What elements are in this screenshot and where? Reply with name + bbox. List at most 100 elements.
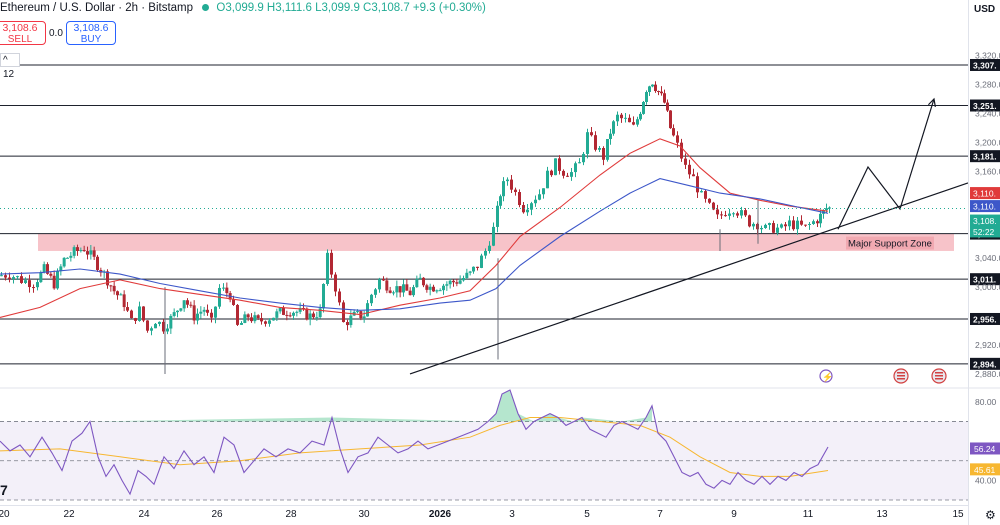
- candle-body: [246, 314, 250, 318]
- candle-body: [654, 84, 657, 92]
- candle-body: [484, 250, 487, 256]
- candle-body: [20, 276, 23, 283]
- candle-body: [700, 191, 703, 193]
- symbol-title[interactable]: Ethereum / U.S. Dollar · 2h · Bitstamp: [0, 2, 194, 14]
- candle-body: [748, 215, 751, 227]
- flag-stripe: [897, 378, 905, 380]
- candle-body: [825, 208, 828, 211]
- candle-body: [315, 317, 319, 319]
- candle-body: [382, 279, 385, 281]
- candle-body: [278, 307, 282, 312]
- candle-body: [28, 280, 31, 288]
- indicator-collapse-badge[interactable]: ^ 12: [0, 53, 20, 80]
- price-tag: [970, 187, 1000, 200]
- support-zone-label-bg: [846, 236, 934, 250]
- candle-body: [196, 313, 199, 321]
- price-tag-label: 3,108.: [973, 216, 997, 226]
- candle-body: [398, 286, 402, 293]
- candle-body: [176, 310, 179, 313]
- candle-body: [639, 113, 642, 120]
- candle-body: [676, 135, 679, 143]
- level-tag-label: 3,251.: [973, 101, 997, 111]
- time-axis-tick: 24: [138, 509, 150, 520]
- candle-body: [760, 228, 763, 230]
- candle-body: [119, 294, 123, 296]
- candle-body: [36, 282, 39, 288]
- candle-body: [616, 114, 619, 122]
- candle-body: [378, 279, 381, 290]
- candle-body: [222, 287, 225, 289]
- candle-body: [52, 275, 56, 289]
- candle-body: [334, 274, 337, 292]
- time-axis-tick: 15: [952, 509, 964, 520]
- price-axis-divider: [968, 0, 969, 525]
- level-tag: [970, 99, 1000, 112]
- price-tag: [970, 214, 1000, 227]
- lightning-event-icon: [819, 369, 833, 383]
- candle-body: [558, 158, 561, 171]
- candle-body: [138, 306, 141, 321]
- candle-body: [728, 213, 731, 216]
- candle-body: [488, 245, 491, 251]
- buy-button[interactable]: 3,108.6 BUY: [66, 21, 116, 45]
- candle-body: [4, 275, 7, 278]
- ascending-trendline: [409, 182, 969, 375]
- rsi-axis-tick: 40.00: [975, 475, 997, 485]
- candle-body: [142, 306, 145, 321]
- candle-body: [828, 207, 831, 209]
- price-axis-tick: 3,000.0: [975, 282, 1000, 292]
- candle-body: [72, 247, 76, 256]
- buy-price: 3,108.6: [73, 22, 109, 34]
- candle-body: [510, 179, 513, 190]
- candle-body: [570, 172, 573, 177]
- candle-body: [46, 264, 49, 274]
- candle-body: [546, 170, 549, 189]
- candle-body: [566, 175, 569, 177]
- time-axis-tick: 9: [731, 509, 737, 520]
- candle-body: [49, 273, 53, 276]
- candle-body: [356, 311, 359, 313]
- candle-body: [554, 158, 557, 176]
- candle-body: [696, 176, 699, 193]
- candle-body: [660, 91, 663, 94]
- candle-body: [199, 311, 203, 314]
- sell-button[interactable]: 3,108.6 SELL: [0, 21, 46, 45]
- candle-body: [186, 300, 189, 305]
- candle-body: [82, 250, 86, 252]
- candle-body: [632, 122, 635, 125]
- level-tag: [970, 273, 1000, 286]
- level-tag-label: 3,307.: [973, 60, 997, 70]
- rsi-value-tag: [970, 463, 1000, 476]
- candle-body: [796, 220, 799, 230]
- time-axis-tick: 30: [358, 509, 370, 520]
- candle-body: [645, 91, 648, 102]
- candle-body: [432, 286, 435, 292]
- candle-body: [240, 323, 243, 325]
- candle-body: [602, 148, 605, 160]
- candle-body: [816, 221, 819, 224]
- currency-label[interactable]: USD: [974, 4, 996, 15]
- candle-body: [260, 318, 263, 322]
- candle-body: [342, 302, 345, 323]
- level-tag-label: 2,956.: [973, 314, 997, 324]
- candle-body: [538, 194, 541, 200]
- candle-body: [708, 198, 711, 203]
- candle-body: [458, 280, 462, 284]
- candle-body: [292, 312, 295, 316]
- candle-body: [752, 223, 755, 227]
- support-zone-label: Major Support Zone: [848, 239, 932, 250]
- level-tag-label: 3,011.: [973, 275, 996, 285]
- candle-body: [66, 257, 69, 259]
- candle-body: [305, 308, 309, 320]
- candle-body: [408, 290, 412, 296]
- candle-body: [542, 188, 545, 195]
- projection-arrow-head: [927, 97, 936, 107]
- moving-average-red: [0, 138, 829, 319]
- gear-icon[interactable]: ⚙: [985, 508, 996, 522]
- candle-body: [322, 283, 325, 309]
- candle-body: [499, 196, 502, 206]
- moving-average-blue: [0, 178, 829, 311]
- time-axis-tick: 7: [657, 509, 663, 520]
